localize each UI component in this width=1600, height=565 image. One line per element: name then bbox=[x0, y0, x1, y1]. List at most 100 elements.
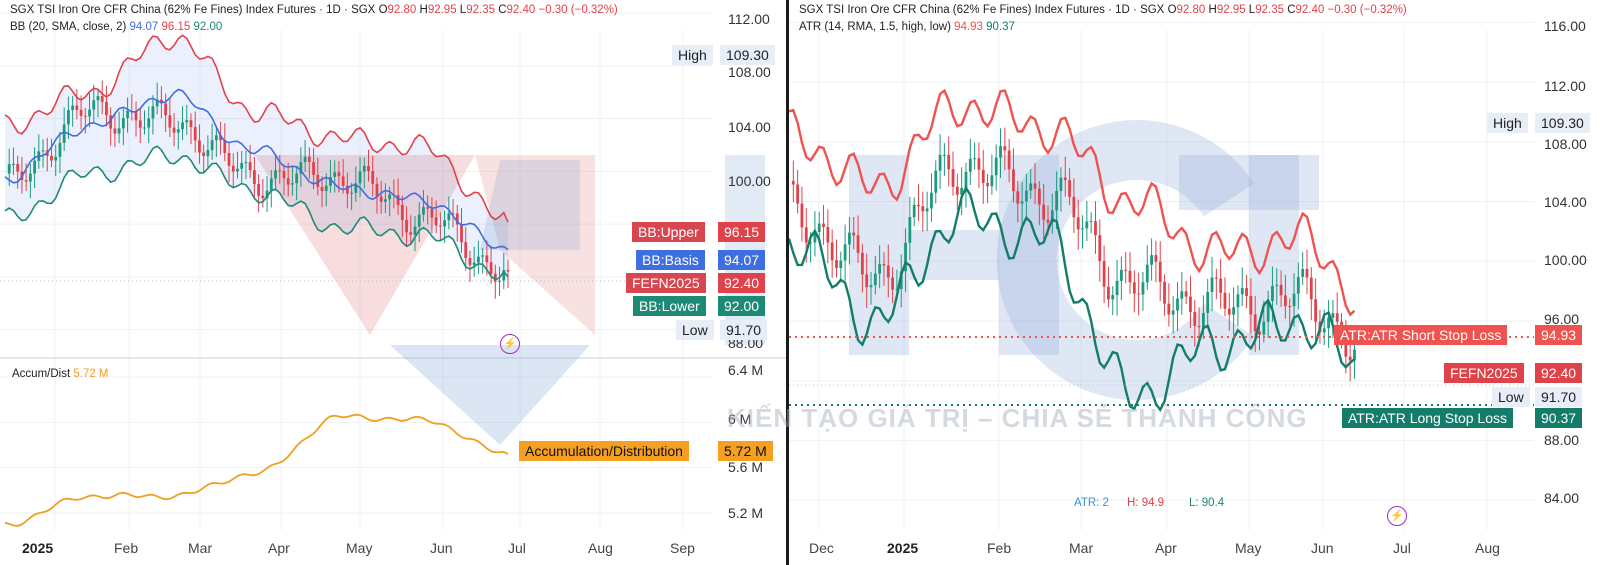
candle-body bbox=[882, 263, 886, 266]
bb-lower-label: BB:Lower bbox=[633, 296, 706, 316]
left-x-tick: Jun bbox=[430, 540, 453, 556]
candle-body bbox=[367, 165, 370, 172]
candle-body bbox=[151, 106, 155, 119]
candle-body bbox=[1137, 293, 1141, 295]
candle-body bbox=[88, 109, 91, 117]
candle-body bbox=[236, 168, 239, 172]
left-high-value: 109.30 bbox=[720, 45, 775, 65]
right-o-label: O bbox=[1167, 4, 1177, 16]
left-x-tick: Feb bbox=[114, 540, 139, 556]
candle-body bbox=[121, 118, 125, 129]
candle-body bbox=[986, 183, 989, 187]
candle-body bbox=[384, 199, 387, 202]
candle-body bbox=[1128, 270, 1132, 283]
left-chart-canvas[interactable] bbox=[0, 0, 786, 565]
ad-legend[interactable]: Accum/Dist 5.72 M bbox=[12, 368, 109, 380]
candle-body bbox=[1003, 146, 1007, 151]
candle-body bbox=[1223, 292, 1227, 309]
candle-body bbox=[12, 163, 15, 165]
candle-body bbox=[269, 178, 273, 191]
right-lightning-icon[interactable]: ⚡ bbox=[1387, 506, 1407, 526]
bb-legend[interactable]: BB (20, SMA, close, 2) 94.07 96.15 92.00 bbox=[10, 21, 222, 33]
right-header-title: SGX TSI Iron Ore CFR China (62% Fe Fines… bbox=[799, 4, 1165, 16]
candle-body bbox=[1322, 328, 1326, 333]
candle-body bbox=[100, 96, 104, 102]
candle-body bbox=[1163, 281, 1166, 304]
candle-body bbox=[1150, 255, 1153, 265]
left-lightning-icon[interactable]: ⚡ bbox=[500, 334, 520, 354]
candle-body bbox=[1012, 169, 1015, 192]
atr-legend[interactable]: ATR (14, RMA, 1.5, high, low) 94.93 90.3… bbox=[799, 21, 1015, 33]
right-x-tick: Jul bbox=[1393, 540, 1411, 556]
right-x-tick: May bbox=[1235, 540, 1262, 556]
candle-body bbox=[1115, 280, 1119, 296]
candle-body bbox=[904, 242, 907, 272]
candle-body bbox=[817, 223, 821, 233]
atr-stat: ATR: 2 bbox=[1074, 497, 1109, 509]
candle-body bbox=[113, 128, 117, 134]
candle-body bbox=[977, 158, 981, 170]
last-price-label: FEFN2025 bbox=[626, 273, 706, 293]
left-chart-panel[interactable]: SGX TSI Iron Ore CFR China (62% Fe Fines… bbox=[0, 0, 786, 565]
candle-body bbox=[830, 242, 834, 261]
right-chart-panel[interactable]: KIẾN TẠO GIÁ TRỊ – CHIA SẺ THÀNH CÔNG SG… bbox=[727, 0, 1600, 565]
bb-legend-basis: 94.07 bbox=[129, 21, 159, 33]
watermark-letter bbox=[1179, 155, 1319, 210]
candle-body bbox=[1119, 269, 1123, 281]
candle-body bbox=[869, 285, 873, 288]
candle-body bbox=[1111, 295, 1115, 300]
candle-body bbox=[67, 110, 70, 125]
bb-upper-label: BB:Upper bbox=[632, 222, 705, 242]
left-price-tick: 100.00 bbox=[728, 173, 771, 189]
candle-body bbox=[257, 184, 261, 196]
candle-body bbox=[189, 120, 193, 128]
candle-body bbox=[835, 260, 838, 268]
left-x-tick: Apr bbox=[268, 540, 290, 556]
watermark-triangle bbox=[390, 345, 590, 445]
candle-body bbox=[485, 255, 489, 263]
candle-body bbox=[1007, 150, 1011, 170]
candle-body bbox=[477, 256, 480, 263]
candle-body bbox=[379, 196, 383, 202]
left-price-tick: 104.00 bbox=[728, 119, 771, 135]
candle-body bbox=[809, 242, 812, 244]
right-low-label: Low bbox=[1492, 387, 1530, 407]
right-o-value: 92.80 bbox=[1176, 4, 1206, 16]
right-chart-canvas[interactable] bbox=[789, 0, 1600, 565]
right-x-tick: Jun bbox=[1311, 540, 1334, 556]
candle-body bbox=[1344, 340, 1348, 357]
candle-body bbox=[493, 273, 497, 282]
candle-body bbox=[299, 162, 303, 174]
candle-body bbox=[1314, 299, 1318, 322]
candle-body bbox=[990, 175, 994, 187]
candle-body bbox=[848, 232, 851, 245]
atr-legend-label: ATR (14, RMA, 1.5, high, low) bbox=[799, 21, 951, 33]
candle-body bbox=[105, 101, 108, 116]
candle-body bbox=[994, 157, 998, 176]
candle-body bbox=[248, 162, 252, 171]
candle-body bbox=[947, 154, 951, 170]
candle-body bbox=[468, 257, 472, 265]
right-low-value: 91.70 bbox=[1535, 387, 1583, 407]
candle-body bbox=[286, 178, 290, 185]
candle-body bbox=[388, 194, 392, 200]
candle-body bbox=[506, 270, 510, 272]
candle-body bbox=[1353, 349, 1356, 361]
candle-body bbox=[1029, 183, 1033, 191]
candle-body bbox=[362, 165, 366, 172]
right-l-label: L bbox=[1248, 4, 1256, 16]
candle-body bbox=[109, 115, 113, 129]
left-ad-tick: 5.2 M bbox=[728, 505, 764, 521]
candle-body bbox=[1046, 219, 1050, 223]
candle-body bbox=[443, 220, 446, 227]
candle-body bbox=[1059, 177, 1063, 191]
candle-body bbox=[1081, 228, 1084, 230]
candle-body bbox=[1301, 268, 1305, 277]
candle-body bbox=[951, 169, 955, 187]
candle-body bbox=[1197, 325, 1201, 328]
watermark-triangle bbox=[475, 155, 595, 335]
candle-body bbox=[921, 206, 925, 212]
candle-body bbox=[917, 204, 920, 207]
candle-body bbox=[24, 180, 28, 182]
candle-body bbox=[912, 204, 916, 218]
